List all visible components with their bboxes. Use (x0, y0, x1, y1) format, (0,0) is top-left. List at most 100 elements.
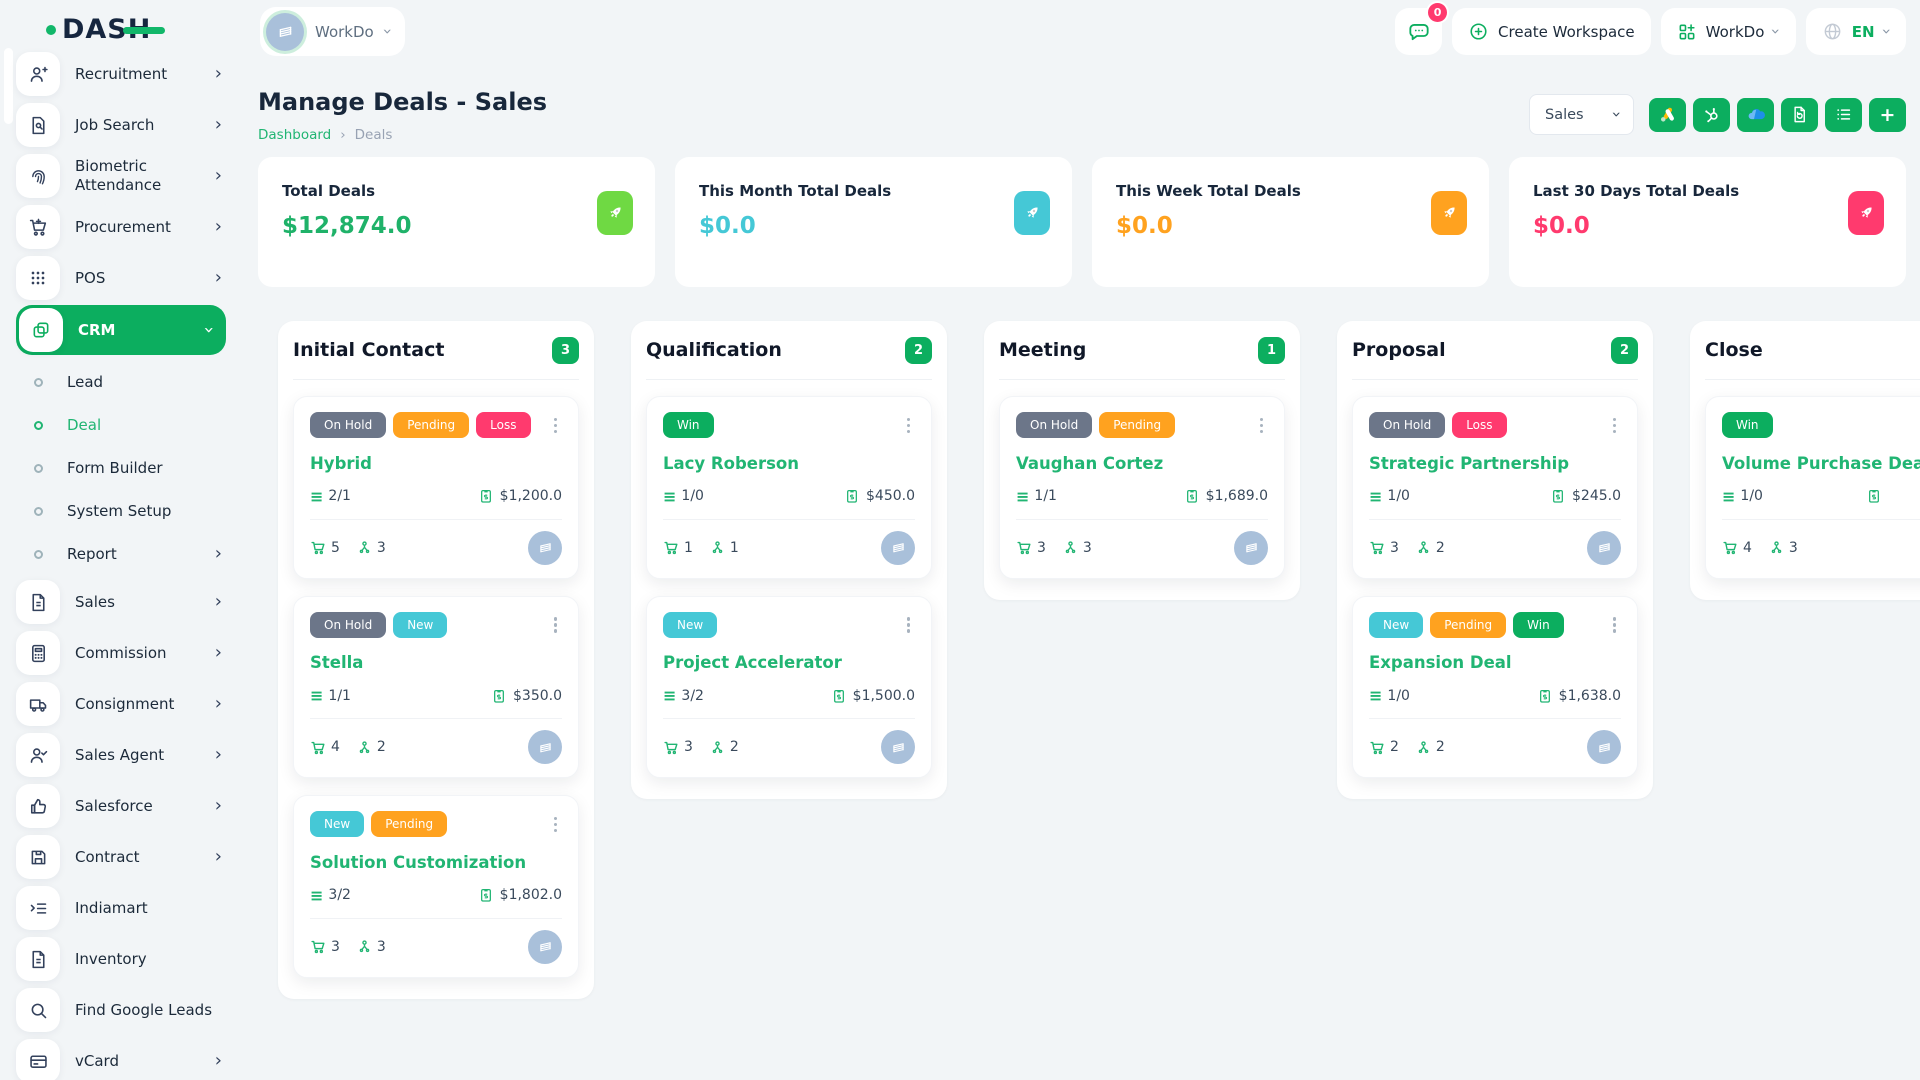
logo-dot (46, 24, 56, 35)
sidebar-subitem-system-setup[interactable]: System Setup (16, 492, 226, 530)
stat-card-month-deals: This Month Total Deals $0.0 (675, 157, 1072, 287)
sidebar-item-recruitment[interactable]: Recruitment › (16, 50, 226, 98)
sidebar-item-sales[interactable]: Sales › (16, 578, 226, 626)
sidebar-scrollbar[interactable] (4, 48, 13, 124)
logo-accent-bar (123, 27, 166, 34)
deal-name[interactable]: Project Accelerator (663, 653, 842, 672)
google-ads-button[interactable] (1649, 97, 1686, 132)
deal-badges: New (663, 611, 916, 639)
deal-card[interactable]: On Hold Loss Strategic Partnership ≡ 1/0 $245… (1352, 396, 1638, 579)
list-view-button[interactable] (1825, 97, 1862, 132)
language-selector[interactable]: EN › (1805, 8, 1906, 55)
deal-card[interactable]: Win Lacy Roberson ≡ 1/0 $450.0 1 1 (646, 396, 932, 579)
deal-name[interactable]: Hybrid (310, 453, 372, 473)
sidebar-item-inventory[interactable]: Inventory (16, 935, 226, 983)
sidebar-subitem-form-builder[interactable]: Form Builder (16, 449, 226, 487)
column-header: Qualification 2 (646, 321, 932, 380)
users-count: 3 (1788, 539, 1798, 556)
sidebar-subitem-report[interactable]: Report › (16, 535, 226, 573)
chevron-right-icon: › (214, 744, 222, 765)
card-menu-kebab-icon[interactable] (902, 612, 916, 639)
deal-card[interactable]: Win Volume Purchase Deal ≡ 1/0 4 3 (1705, 396, 1920, 579)
products-cart-icon (311, 541, 325, 555)
money-clipboard-icon (1186, 490, 1197, 503)
card-menu-kebab-icon[interactable] (1608, 612, 1622, 639)
deal-name[interactable]: Strategic Partnership (1369, 453, 1570, 473)
card-menu-kebab-icon[interactable] (549, 412, 563, 439)
sidebar-item-contract[interactable]: Contract › (16, 833, 226, 881)
card-menu-kebab-icon[interactable] (1255, 412, 1269, 439)
export-doc-icon (1794, 106, 1805, 123)
deal-card[interactable]: New Pending Win Expansion Deal ≡ 1/0 $1,638.0 2… (1352, 595, 1638, 778)
breadcrumb-dashboard-link[interactable]: Dashboard (258, 127, 332, 143)
chevron-down-icon: › (198, 326, 220, 334)
sidebar-item-commission[interactable]: Commission › (16, 629, 226, 677)
status-badge: New (663, 611, 718, 638)
deal-stats: ≡ 1/0 (1722, 487, 1920, 520)
deal-card[interactable]: New Pending Solution Customization ≡ 3/2 $1,8… (293, 795, 579, 978)
deal-card[interactable]: On Hold New Stella ≡ 1/1 $350.0 4 2 (293, 595, 579, 778)
card-menu-kebab-icon[interactable] (902, 412, 916, 439)
column-title: Close (1705, 339, 1763, 361)
status-badge: Win (1513, 611, 1564, 638)
sidebar-item-indiamart[interactable]: Indiamart (16, 884, 226, 932)
sidebar-item-pos[interactable]: POS › (16, 254, 226, 302)
sidebar-item-find-google-leads[interactable]: Find Google Leads (16, 986, 226, 1034)
page-toolbar: Sales › + (1529, 94, 1906, 135)
floppy-icon (16, 835, 60, 879)
deal-name[interactable]: Vaughan Cortez (1016, 453, 1164, 473)
stat-card-30days-deals: Last 30 Days Total Deals $0.0 (1509, 157, 1906, 287)
bullet-icon (34, 420, 43, 430)
sidebar-item-job-search[interactable]: Job Search › (16, 101, 226, 149)
add-deal-button plus-icon[interactable]: + (1869, 97, 1906, 132)
deal-card[interactable]: New Project Accelerator ≡ 3/2 $1,500.0 3 2 (646, 595, 932, 778)
users-share-icon (1771, 541, 1782, 554)
sidebar-item-sales-agent[interactable]: Sales Agent › (16, 731, 226, 779)
products-cart-icon (1723, 541, 1737, 555)
deal-card[interactable]: On Hold Pending Vaughan Cortez ≡ 1/1 $1,689.0… (999, 396, 1285, 579)
sidebar-item-crm[interactable]: CRM › (16, 305, 226, 355)
users-count: 2 (1435, 539, 1445, 556)
workspace-avatar (881, 530, 915, 565)
sidebar-subitem-deal[interactable]: Deal (16, 406, 226, 444)
onedrive-button[interactable] (1737, 97, 1774, 132)
messages-button[interactable]: 0 (1395, 3, 1448, 55)
card-menu-kebab-icon[interactable] (549, 612, 563, 639)
deal-name[interactable]: Volume Purchase Deal (1722, 453, 1920, 473)
google-ads-icon (1660, 107, 1674, 122)
deal-stats: ≡ 3/2 $1,802.0 (310, 886, 562, 919)
chevron-right-icon: › (214, 267, 222, 288)
create-workspace-button[interactable]: Create Workspace (1452, 8, 1651, 55)
users-share-icon (712, 541, 723, 554)
deal-stats: ≡ 1/1 $1,689.0 (1016, 487, 1268, 520)
person-check-icon (16, 733, 60, 777)
hubspot-button[interactable] (1693, 97, 1730, 132)
deal-value: $450.0 (866, 488, 915, 504)
sidebar-item-procurement[interactable]: Procurement › (16, 203, 226, 251)
search-icon (16, 988, 60, 1032)
workspace-menu-button[interactable]: WorkDo › (1660, 8, 1796, 55)
workspace-avatar (528, 730, 562, 764)
app-logo[interactable]: DASH (46, 16, 166, 43)
breadcrumb: Dashboard › Deals (258, 127, 547, 143)
workspace-switcher[interactable]: WorkDo › (260, 7, 406, 56)
export-doc-button[interactable] (1781, 97, 1818, 132)
sidebar-item-consignment[interactable]: Consignment › (16, 680, 226, 728)
list-arrow-icon (16, 886, 60, 930)
users-share-icon (359, 541, 370, 554)
deal-name[interactable]: Expansion Deal (1369, 653, 1512, 672)
products-count: 3 (331, 938, 340, 955)
deal-card[interactable]: On Hold Pending Loss Hybrid ≡ 2/1 $1,200.0 5 3 (293, 396, 579, 579)
sidebar-subitem-lead[interactable]: Lead (16, 363, 226, 401)
pipeline-select[interactable]: Sales › (1529, 94, 1634, 135)
sidebar-item-salesforce[interactable]: Salesforce › (16, 782, 226, 830)
deal-stats: ≡ 1/0 $1,638.0 (1369, 686, 1621, 719)
deal-name[interactable]: Stella (310, 653, 364, 672)
sidebar-item-biometric-attendance[interactable]: Biometric Attendance › (16, 152, 226, 200)
card-menu-kebab-icon[interactable] (1608, 412, 1622, 439)
sidebar-item-vcard[interactable]: vCard › (16, 1037, 226, 1080)
card-menu-kebab-icon[interactable] (549, 811, 563, 838)
deal-name[interactable]: Solution Customization (310, 852, 527, 872)
deal-name[interactable]: Lacy Roberson (663, 453, 800, 473)
